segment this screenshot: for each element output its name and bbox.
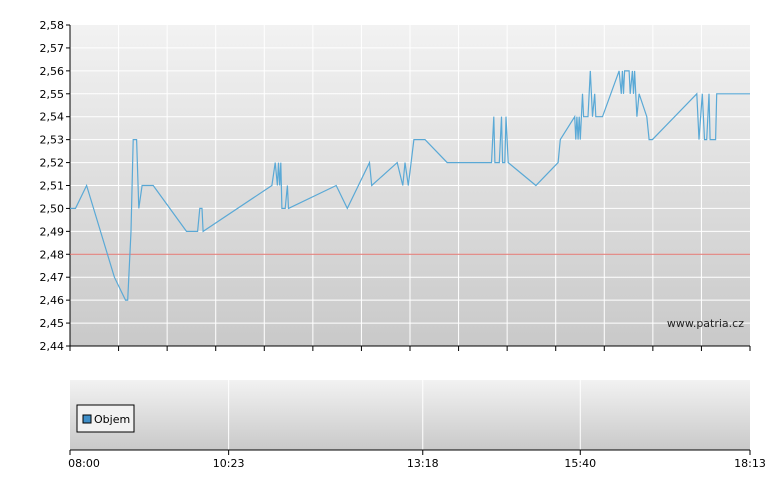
legend: Objem: [76, 404, 135, 433]
price-y-tick-label: 2,52: [40, 157, 65, 170]
price-y-tick-label: 2,57: [40, 42, 65, 55]
price-y-tick-label: 2,49: [40, 225, 65, 238]
price-x-tick-marks: [69, 346, 751, 351]
price-panel: 2,58 2,57 2,56 2,55 2,54 2,53 2,52 2,51 2,50 2,49…: [40, 19, 751, 353]
price-y-tick-label: 2,55: [40, 88, 65, 101]
price-y-tick-label: 2,45: [40, 317, 65, 330]
price-series-line: [70, 70, 750, 301]
volume-x-tick-label: 15:40: [564, 457, 596, 470]
volume-x-tick-label: 10:23: [213, 457, 245, 470]
volume-x-tick-label: 08:00: [68, 457, 100, 470]
legend-swatch: [82, 414, 92, 424]
legend-label-objem: Objem: [94, 413, 130, 426]
volume-panel: 08:00 10:23 13:18 15:40 18:13 Objem: [68, 380, 766, 470]
volume-x-tick-label: 13:18: [407, 457, 439, 470]
price-y-tick-label: 2,53: [40, 134, 65, 147]
volume-plot-background: [70, 380, 750, 450]
price-y-tick-label: 2,44: [40, 340, 65, 353]
price-y-tick-label: 2,56: [40, 65, 65, 78]
price-y-axis: 2,58 2,57 2,56 2,55 2,54 2,53 2,52 2,51 2,50 2,49…: [40, 19, 71, 353]
price-y-tick-label: 2,54: [40, 111, 65, 124]
price-y-tick-label: 2,50: [40, 202, 65, 215]
watermark: www.patria.cz: [667, 317, 744, 330]
volume-x-tick-label: 18:13: [734, 457, 766, 470]
volume-grid: [228, 380, 581, 450]
price-y-tick-label: 2,58: [40, 19, 65, 32]
volume-x-axis-ticks: 08:00 10:23 13:18 15:40 18:13: [68, 450, 766, 470]
price-y-tick-label: 2,48: [40, 248, 65, 261]
price-y-tick-label: 2,51: [40, 180, 65, 193]
price-y-tick-label: 2,47: [40, 271, 65, 284]
price-y-tick-label: 2,46: [40, 294, 65, 307]
